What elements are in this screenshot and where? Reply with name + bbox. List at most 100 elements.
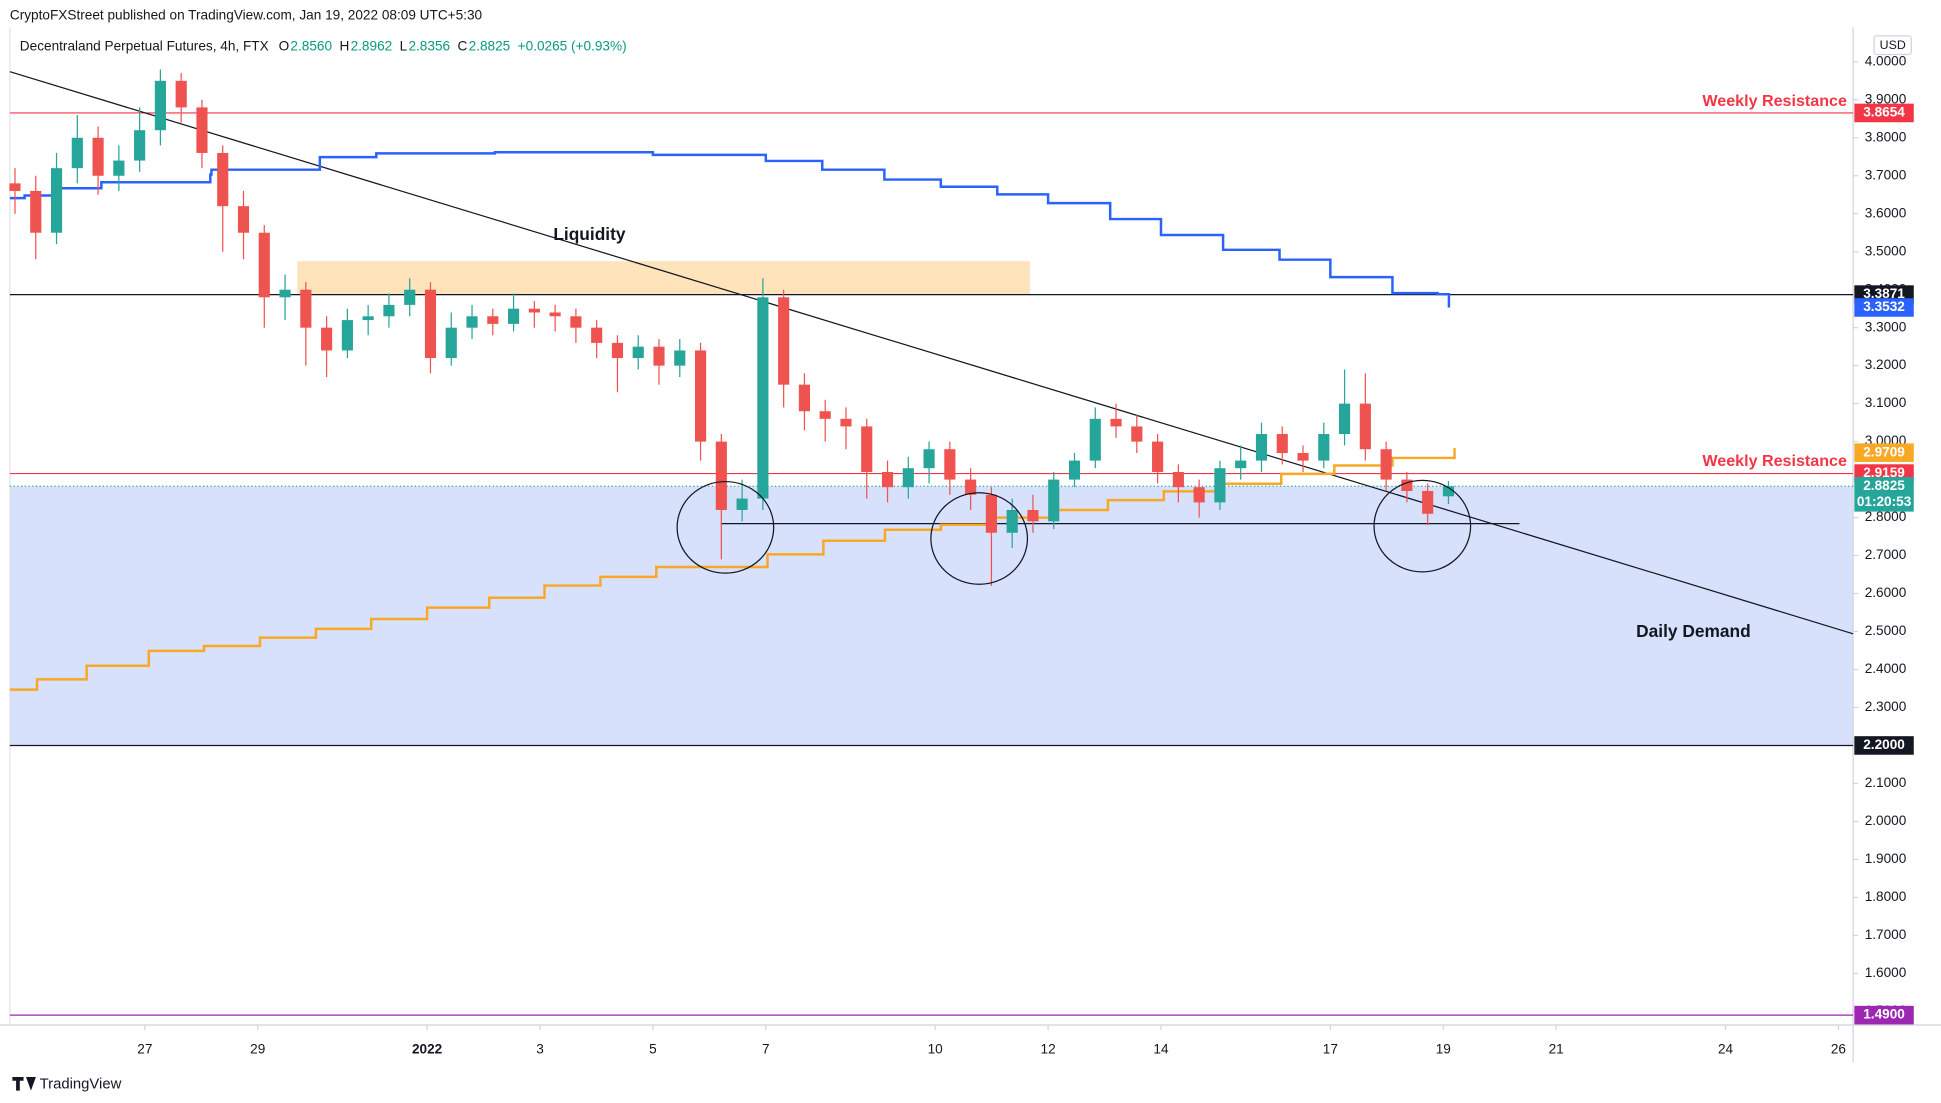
candle-body <box>778 297 790 385</box>
price-label: 2.9709 <box>1863 444 1905 459</box>
candle-body <box>1131 426 1143 442</box>
candle-body <box>175 80 187 108</box>
price-label-box <box>1854 103 1914 123</box>
candle-body <box>134 130 146 161</box>
candle-body <box>944 449 956 480</box>
price-label: 2.8825 <box>1863 478 1905 493</box>
candle-body <box>487 316 499 324</box>
circles <box>676 479 1472 585</box>
currency: USD <box>1880 38 1906 52</box>
logo: TradingView <box>40 1076 122 1092</box>
candle-body <box>1172 472 1184 488</box>
candle-body <box>1276 434 1288 454</box>
candle-body <box>508 308 520 324</box>
y-tick-label: 3.6000 <box>1865 205 1907 220</box>
candle-body <box>757 297 769 499</box>
candle-body <box>1152 441 1164 473</box>
quote: O 2.8560 H 2.8962 L 2.8356 C 2.8825 +0.0265 (+0.… <box>279 39 627 54</box>
x-tick-label: 29 <box>250 1041 265 1056</box>
candle-body <box>1193 487 1205 503</box>
quote-part: O <box>279 39 290 54</box>
price-label-box <box>1854 1005 1914 1025</box>
candle-body <box>1255 434 1268 461</box>
candle-body <box>923 449 935 469</box>
candle-body <box>1401 479 1413 491</box>
circle <box>930 492 1029 585</box>
price-label: 3.3532 <box>1863 299 1905 314</box>
candle-body <box>1318 434 1330 461</box>
indicator-line <box>9 448 1456 691</box>
y-tick-label: 2.3000 <box>1865 699 1907 714</box>
candle-body <box>1297 453 1309 461</box>
countdown: 01:20:53 <box>1857 494 1912 509</box>
y-tick-label: 2.7000 <box>1865 547 1907 562</box>
candle-body <box>1110 418 1122 427</box>
candle-body <box>570 316 582 328</box>
candle-body <box>694 350 707 442</box>
candle-body <box>362 316 374 321</box>
candle-body <box>466 316 478 328</box>
candle-body <box>549 312 561 317</box>
circle <box>676 480 775 574</box>
candle-body <box>902 468 914 488</box>
currency-box <box>1873 35 1912 56</box>
candle-body <box>30 190 42 233</box>
candle-body <box>279 289 291 298</box>
price-label: 3.3871 <box>1863 286 1905 301</box>
candle-body <box>404 289 416 305</box>
candle-body <box>1359 403 1371 450</box>
candle-body <box>321 327 333 351</box>
y-tick-label: 1.8000 <box>1865 889 1907 904</box>
x-tick-label: 17 <box>1323 1041 1338 1056</box>
symbol: Decentraland Perpetual Futures, 4h, FTX <box>20 39 269 54</box>
quote-part: +0.0265 (+0.93%) <box>518 39 627 54</box>
candle-body <box>445 327 457 359</box>
candle-body <box>383 304 395 317</box>
candle-body <box>819 411 831 419</box>
candle-body <box>341 320 353 351</box>
candle-body <box>840 418 852 427</box>
price-label: 2.2000 <box>1863 737 1905 752</box>
price-label-box <box>1854 736 1914 755</box>
axes <box>0 27 1941 1063</box>
price-label: 3.8654 <box>1863 105 1905 120</box>
y-tick-label: 2.8000 <box>1865 509 1907 524</box>
candle-body <box>798 384 811 412</box>
x-tick-label: 14 <box>1153 1041 1169 1056</box>
x-tick-label: 26 <box>1831 1041 1846 1056</box>
candle-body <box>861 426 873 473</box>
y-tick-label: 2.0000 <box>1865 813 1907 828</box>
candle-body <box>1235 460 1247 469</box>
candle-body <box>258 232 270 298</box>
candle-body <box>50 168 63 233</box>
y-tick-label: 3.8000 <box>1865 129 1907 144</box>
price-label: 1.4900 <box>1863 1007 1905 1022</box>
candle-body <box>736 498 748 510</box>
y-tick-label: 3.3000 <box>1865 319 1907 334</box>
y-tick-label: 3.2000 <box>1865 357 1907 372</box>
candle-body <box>217 152 229 207</box>
candle-body <box>1006 509 1018 533</box>
candle-body <box>632 346 644 359</box>
annotation: Liquidity <box>553 224 626 244</box>
quote-part: 2.8962 <box>351 39 393 54</box>
x-tick-label: 12 <box>1041 1041 1056 1056</box>
candle-body <box>71 137 83 169</box>
candles <box>9 69 1455 586</box>
y-tick-label: 2.1000 <box>1865 775 1907 790</box>
candle-body <box>881 472 894 488</box>
candle-body <box>591 327 603 343</box>
zone <box>9 486 1854 746</box>
axis-labels: 1.50001.60001.70001.80001.90002.00002.10… <box>137 53 1914 1056</box>
logo-icon <box>12 1076 36 1091</box>
x-tick-label: 2022 <box>412 1041 443 1056</box>
price-label-box <box>1854 298 1914 317</box>
candle-body <box>154 80 166 131</box>
candle-body <box>1422 490 1434 514</box>
x-tick-label: 24 <box>1718 1041 1734 1056</box>
candle-body <box>1442 486 1455 497</box>
indicator-line <box>9 150 1451 308</box>
y-tick-label: 2.6000 <box>1865 585 1907 600</box>
y-tick-label: 3.9000 <box>1865 91 1907 106</box>
